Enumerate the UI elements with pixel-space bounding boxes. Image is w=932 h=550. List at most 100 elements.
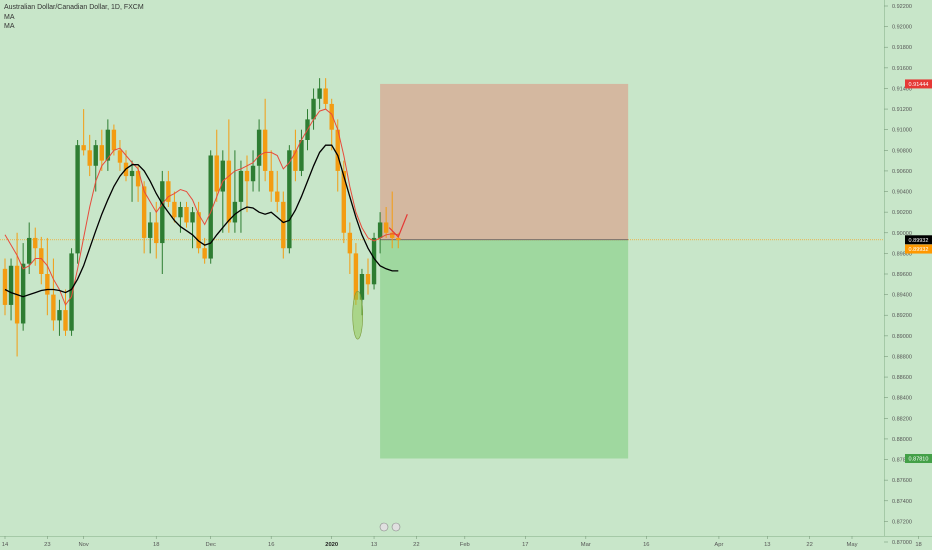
event-icon[interactable]: [391, 522, 401, 532]
y-tick-label: 0.91200: [892, 107, 912, 113]
candle-body: [256, 129, 262, 166]
x-tick-label: 18: [915, 542, 921, 548]
candle-body: [33, 237, 38, 249]
stop-price-tag-bg: [905, 79, 932, 89]
y-tick-label: 0.89200: [892, 313, 912, 319]
y-tick-label: 0.89400: [892, 293, 912, 299]
y-tick-label: 0.91400: [892, 86, 912, 92]
y-tick-label: 0.88200: [892, 416, 912, 422]
y-tick-label: 0.89600: [892, 272, 912, 278]
y-tick-label: 0.88600: [892, 375, 912, 381]
y-tick-label: 0.91800: [892, 45, 912, 51]
current-price-tag: 0.89932: [909, 238, 929, 244]
candle-body: [45, 274, 50, 295]
ma-slow-line: [4, 144, 399, 298]
candle-body: [359, 274, 365, 300]
y-tick-label: 0.89000: [892, 334, 912, 340]
candle-body: [329, 103, 334, 130]
candle-body: [8, 265, 14, 305]
candle-body: [93, 145, 98, 166]
x-tick-label: Mar: [581, 542, 591, 548]
candle-body: [281, 201, 286, 249]
candle-body: [244, 170, 250, 182]
target-price-tag-bg: [905, 454, 932, 464]
x-tick-label: Dec: [206, 542, 216, 548]
y-tick-label: 0.92200: [892, 4, 912, 10]
candle-body: [184, 207, 189, 223]
candle-body: [377, 222, 383, 238]
candle-body: [390, 232, 395, 238]
x-tick-label: 2020: [325, 542, 338, 548]
y-tick-label: 0.87800: [892, 458, 912, 464]
candle-body: [262, 129, 268, 171]
candle-body: [99, 145, 104, 161]
candle-body: [154, 222, 159, 244]
y-tick-label: 0.90600: [892, 169, 912, 175]
y-tick-label: 0.87400: [892, 499, 912, 505]
take-profit-zone[interactable]: [380, 239, 629, 459]
candle-body: [75, 145, 80, 254]
y-tick-label: 0.90000: [892, 231, 912, 237]
candle-body: [2, 268, 8, 305]
y-tick-label: 0.89800: [892, 251, 912, 257]
event-icon[interactable]: [379, 522, 389, 532]
candle-body: [365, 274, 371, 285]
candle-body: [353, 253, 359, 300]
x-tick-label: 18: [153, 542, 159, 548]
candle-body: [287, 150, 292, 249]
candle-body: [148, 222, 153, 238]
candle-body: [111, 129, 117, 151]
y-tick-label: 0.91000: [892, 128, 912, 134]
x-tick-label: 13: [764, 542, 770, 548]
y-tick-label: 0.88400: [892, 396, 912, 402]
candle-body: [220, 160, 225, 192]
candle-body: [51, 294, 56, 321]
candle-body: [341, 170, 346, 233]
candle-body: [202, 248, 207, 259]
current-price-tag-bg: [905, 235, 932, 245]
highlight-ellipse[interactable]: [352, 290, 364, 340]
drawing-arrow[interactable]: [388, 213, 408, 238]
indicator-label-ma-1: MA: [4, 14, 15, 21]
x-tick-label: 17: [522, 542, 528, 548]
candle-body: [166, 181, 171, 202]
x-tick-label: Nov: [78, 542, 88, 548]
candle-body: [275, 191, 280, 202]
candle-body: [105, 129, 111, 161]
candle-body: [135, 170, 141, 187]
x-tick-label: 14: [2, 542, 9, 548]
x-tick-label: Feb: [460, 542, 470, 548]
candle-body: [299, 140, 304, 171]
candle-body: [63, 310, 68, 331]
candle-body: [172, 201, 177, 218]
y-tick-label: 0.91600: [892, 66, 912, 72]
candle-body: [293, 150, 298, 171]
x-tick-label: 16: [268, 542, 274, 548]
entry-price-tag: 0.89932: [909, 247, 929, 253]
x-tick-label: 22: [413, 542, 419, 548]
stop-loss-zone[interactable]: [380, 83, 629, 240]
candle-body: [39, 248, 44, 274]
x-tick-label: 22: [806, 542, 812, 548]
candle-body: [383, 222, 389, 233]
candle-body: [196, 212, 201, 249]
stop-price-tag: 0.91444: [909, 82, 929, 88]
candle-body: [141, 186, 147, 238]
y-tick-label: 0.90800: [892, 148, 912, 154]
candle-body: [311, 98, 316, 120]
candle-body: [226, 160, 232, 223]
y-tick-label: 0.87600: [892, 478, 912, 484]
candle-body: [250, 165, 256, 182]
candle-body: [269, 170, 274, 192]
candle-body: [87, 150, 92, 166]
candle-body: [160, 181, 165, 244]
candle-body: [20, 263, 26, 324]
candle-body: [232, 201, 238, 223]
candle-body: [27, 237, 32, 264]
candle-body: [81, 145, 86, 151]
y-tick-label: 0.92000: [892, 25, 912, 31]
candle-body: [214, 155, 219, 192]
y-tick-label: 0.87200: [892, 519, 912, 525]
candle-body: [208, 155, 213, 259]
